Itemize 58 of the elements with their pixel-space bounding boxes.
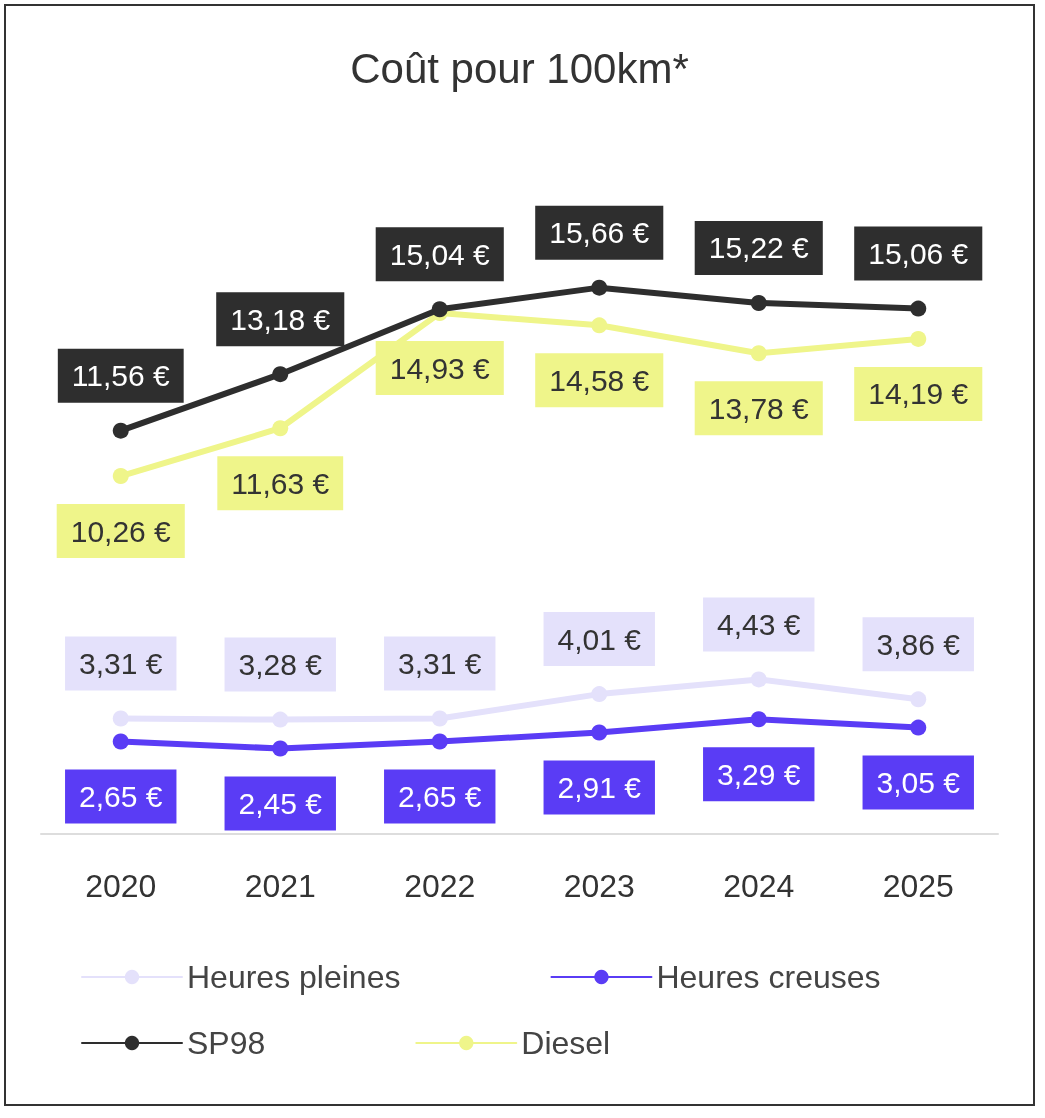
data-label: 3,05 € xyxy=(876,766,961,800)
data-label: 14,58 € xyxy=(549,363,650,397)
point xyxy=(750,345,767,362)
data-label: 13,18 € xyxy=(230,302,331,336)
x-tick-label: 2024 xyxy=(723,868,795,904)
x-tick-label: 2025 xyxy=(882,868,954,904)
point xyxy=(910,691,927,708)
data-label: 15,66 € xyxy=(549,216,650,250)
data-label: 14,93 € xyxy=(389,351,491,385)
data-label: 15,06 € xyxy=(868,237,969,271)
data-label: 4,01 € xyxy=(557,622,642,656)
point xyxy=(272,740,289,757)
data-label: 3,86 € xyxy=(876,627,961,661)
x-tick-label: 2022 xyxy=(404,868,476,904)
data-label: 2,91 € xyxy=(557,770,642,804)
data-label: 3,28 € xyxy=(238,648,323,682)
x-tick-label: 2021 xyxy=(244,868,316,904)
data-label: 14,19 € xyxy=(868,377,969,411)
legend-label: Diesel xyxy=(521,1025,611,1061)
point xyxy=(272,420,289,437)
point xyxy=(591,279,608,296)
chart-title: Coût pour 100km* xyxy=(350,44,689,92)
point xyxy=(112,422,129,439)
point xyxy=(750,294,767,311)
point xyxy=(272,711,289,728)
point xyxy=(272,366,289,383)
x-tick-label: 2023 xyxy=(563,868,635,904)
data-label: 2,65 € xyxy=(79,780,163,814)
point xyxy=(591,724,608,741)
data-label: 15,22 € xyxy=(708,231,810,265)
point xyxy=(591,317,608,334)
point xyxy=(431,710,448,727)
legend-label: Heures pleines xyxy=(187,959,401,995)
point xyxy=(431,733,448,750)
point xyxy=(431,301,448,318)
data-label: 11,63 € xyxy=(231,466,330,500)
data-label: 3,31 € xyxy=(79,647,163,681)
point xyxy=(112,733,129,750)
point xyxy=(910,300,927,317)
point xyxy=(750,671,767,688)
data-label: 2,45 € xyxy=(238,787,323,821)
data-label: 15,04 € xyxy=(389,237,491,271)
point xyxy=(112,710,129,727)
point xyxy=(910,330,927,347)
data-label: 3,31 € xyxy=(398,647,482,681)
data-label: 4,43 € xyxy=(717,607,801,641)
point xyxy=(591,686,608,703)
legend-label: SP98 xyxy=(187,1025,266,1061)
x-tick-label: 2020 xyxy=(85,868,157,904)
data-label: 10,26 € xyxy=(70,514,172,548)
legend-label: Heures creuses xyxy=(656,959,881,995)
data-label: 13,78 € xyxy=(708,391,810,425)
data-label: 2,65 € xyxy=(398,780,482,814)
point xyxy=(750,711,767,728)
data-label: 3,29 € xyxy=(717,757,801,791)
point xyxy=(112,468,129,485)
data-label: 11,56 € xyxy=(71,359,170,393)
point xyxy=(910,719,927,736)
